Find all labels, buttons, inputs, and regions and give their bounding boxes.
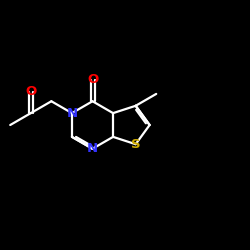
- Text: N: N: [66, 106, 78, 120]
- Text: O: O: [87, 74, 98, 86]
- Text: O: O: [25, 85, 36, 98]
- Text: N: N: [87, 142, 98, 155]
- Text: S: S: [131, 138, 140, 151]
